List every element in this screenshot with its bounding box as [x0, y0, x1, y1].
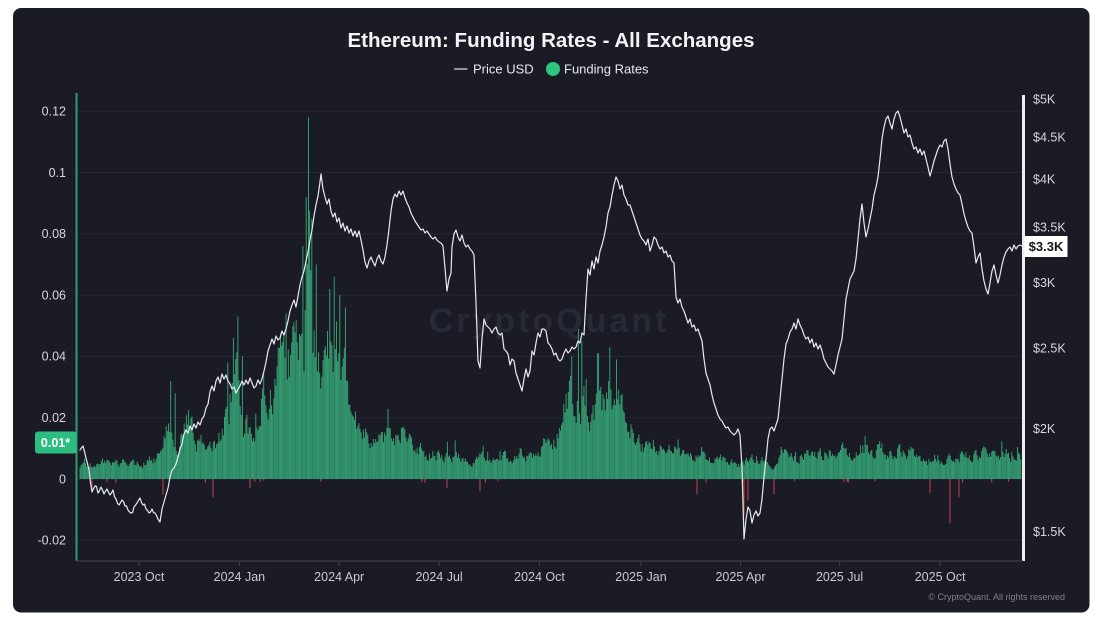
svg-text:$2.5K: $2.5K: [1033, 342, 1066, 356]
svg-text:0.12: 0.12: [42, 105, 66, 119]
svg-text:0.02: 0.02: [42, 411, 66, 425]
svg-text:-0.02: -0.02: [38, 534, 67, 548]
svg-text:0.1: 0.1: [49, 166, 66, 180]
svg-text:Price USD: Price USD: [473, 62, 534, 77]
svg-text:$3K: $3K: [1033, 276, 1056, 290]
svg-text:$4.5K: $4.5K: [1033, 130, 1066, 144]
svg-text:2024 Jul: 2024 Jul: [415, 570, 462, 584]
svg-text:$1.5K: $1.5K: [1033, 525, 1066, 539]
svg-text:2024 Jan: 2024 Jan: [214, 570, 265, 584]
svg-text:$3.5K: $3.5K: [1033, 221, 1066, 235]
svg-text:0.01*: 0.01*: [41, 436, 70, 450]
svg-text:© CryptoQuant. All rights rese: © CryptoQuant. All rights reserved: [928, 592, 1065, 602]
svg-text:CryptoQuant: CryptoQuant: [429, 302, 670, 340]
svg-text:2025 Jan: 2025 Jan: [615, 570, 666, 584]
svg-text:$5K: $5K: [1033, 93, 1056, 107]
svg-text:$3.3K: $3.3K: [1029, 239, 1064, 254]
svg-text:2025 Apr: 2025 Apr: [715, 570, 765, 584]
svg-text:2025 Oct: 2025 Oct: [915, 570, 966, 584]
svg-text:2024 Oct: 2024 Oct: [514, 570, 565, 584]
svg-text:0: 0: [59, 472, 66, 486]
svg-text:Funding Rates: Funding Rates: [564, 62, 649, 77]
svg-text:0.08: 0.08: [42, 227, 66, 241]
svg-text:2023 Oct: 2023 Oct: [114, 570, 165, 584]
svg-text:0.04: 0.04: [42, 350, 66, 364]
svg-text:$4K: $4K: [1033, 173, 1056, 187]
svg-text:0.06: 0.06: [42, 288, 66, 302]
svg-text:Ethereum: Funding Rates - All: Ethereum: Funding Rates - All Exchanges: [347, 29, 754, 52]
svg-text:2024 Apr: 2024 Apr: [314, 570, 364, 584]
svg-text:$2K: $2K: [1033, 422, 1056, 436]
svg-text:2025 Jul: 2025 Jul: [816, 570, 863, 584]
